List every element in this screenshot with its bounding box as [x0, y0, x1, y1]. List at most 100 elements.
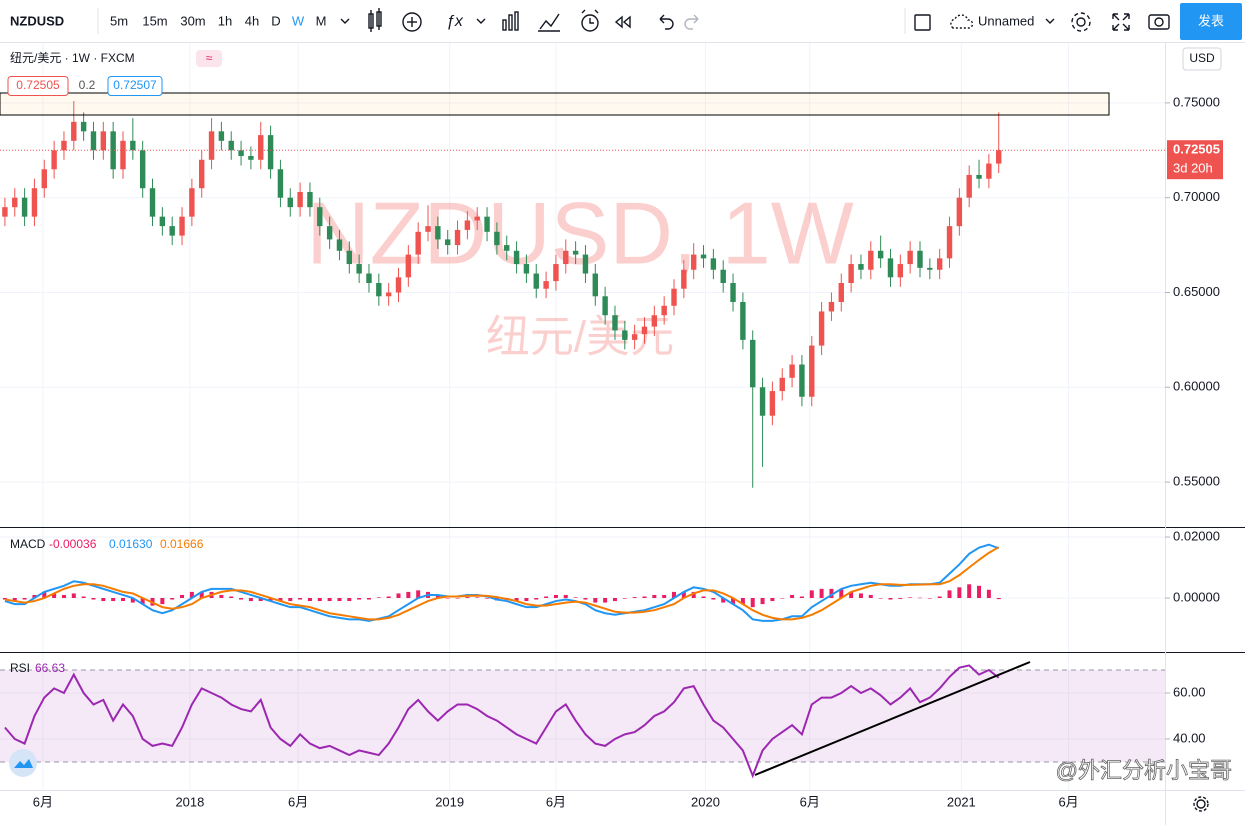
macd-histogram-bar [140, 598, 145, 605]
trend-line-drawing[interactable] [754, 661, 1031, 776]
layout-menu[interactable] [1045, 18, 1055, 24]
macd-histogram-bar [957, 587, 962, 599]
macd-histogram-bar [731, 598, 736, 605]
macd-histogram-bar [524, 598, 529, 602]
macd-histogram-bar [691, 591, 696, 599]
visibility-toggle-icon: ≈ [206, 51, 213, 65]
candle-body [71, 121, 77, 141]
redo-button[interactable] [684, 14, 699, 30]
publish-button[interactable] [1180, 3, 1242, 40]
candle-body [523, 264, 530, 274]
tv-logo[interactable] [9, 749, 37, 777]
layout-name[interactable]: Unnamed [978, 13, 1034, 28]
price-axis-label: 60.00 [1173, 684, 1206, 699]
macd-histogram-bar [573, 597, 578, 599]
fullscreen-button[interactable] [1112, 13, 1130, 31]
ask-box[interactable] [107, 76, 163, 96]
candle-body [710, 258, 717, 270]
templates-button[interactable] [502, 11, 519, 31]
publish-label[interactable]: 发表 [1198, 13, 1224, 28]
macd-histogram-bar [12, 598, 17, 602]
candle-body [730, 283, 736, 302]
macd-histogram-bar [130, 598, 135, 603]
alerts-chart-button[interactable] [538, 13, 560, 32]
candle-body [169, 226, 175, 236]
macd-histogram-bar [760, 598, 765, 605]
price-axis-label: 0.02000 [1173, 528, 1220, 543]
currency-box[interactable] [1182, 47, 1222, 71]
currency: USD [1189, 51, 1215, 65]
price-axis-label: 0.55000 [1173, 474, 1220, 489]
rectangle-drawing[interactable] [0, 92, 1110, 116]
macd-histogram-bar [977, 585, 982, 599]
interval-button[interactable]: D [271, 13, 280, 28]
time-axis-settings[interactable] [1193, 796, 1209, 812]
candle-body [199, 159, 205, 189]
candle-body [258, 135, 264, 160]
candle-body [474, 216, 480, 221]
plots [0, 101, 1165, 779]
undo-button[interactable] [659, 14, 674, 30]
rsi-band [0, 670, 1165, 762]
candle-body [641, 326, 648, 335]
candle-body [2, 207, 8, 217]
macd-histogram-bar [583, 598, 588, 600]
indicators-menu[interactable] [476, 18, 486, 24]
rsi-value: 66.63 [35, 661, 65, 675]
candle-body [366, 273, 372, 284]
last-price-label: 0.72505 [1173, 142, 1220, 157]
compare-button[interactable] [402, 12, 422, 32]
interval-button[interactable]: 1h [218, 13, 232, 28]
rsi-legend-name: RSI [10, 661, 30, 675]
candle-body [907, 250, 913, 265]
macd-histogram-bar [790, 594, 795, 599]
macd-histogram-bar [888, 598, 893, 600]
candle-body [277, 169, 284, 198]
candle-body [700, 254, 707, 259]
macd-histogram-bar [455, 598, 460, 599]
rsi-line [4, 664, 1000, 779]
candle-body [100, 131, 107, 151]
macd-histogram-bar [111, 598, 116, 602]
bid-box[interactable] [7, 76, 69, 96]
candle-body [307, 192, 313, 208]
description-watermark: 纽元/美元 [486, 313, 674, 362]
macd-histogram-bar [366, 598, 371, 600]
macd-histogram-bar [642, 596, 647, 599]
visibility-toggle[interactable] [196, 50, 222, 67]
macd-histogram-bar [357, 598, 362, 600]
interval-button[interactable]: 30m [180, 13, 205, 28]
fullscreen-layout-button[interactable] [914, 14, 931, 31]
candle-type-button[interactable] [368, 8, 382, 32]
symbol[interactable]: NZDUSD [10, 13, 64, 28]
interval-button[interactable]: 4h [245, 13, 259, 28]
time-axis-label: 2018 [175, 794, 204, 809]
candle-body [494, 231, 500, 246]
candle-body [41, 169, 47, 189]
candle-body [336, 239, 343, 251]
indicators-button[interactable]: ƒx [446, 13, 464, 30]
candle-body [454, 229, 461, 246]
macd-histogram-bar [534, 598, 539, 600]
macd-histogram-bar [101, 598, 106, 602]
candle-body [868, 250, 874, 270]
macd-histogram-bar [288, 598, 293, 602]
macd-histogram-bar [475, 597, 480, 599]
macd-histogram-bar [612, 598, 617, 602]
interval-button[interactable]: M [316, 13, 327, 28]
candle-body [435, 226, 441, 240]
interval-button[interactable]: 15m [142, 13, 167, 28]
settings-button[interactable] [1071, 12, 1091, 32]
candle-body [513, 250, 520, 265]
replay-button[interactable] [614, 15, 631, 29]
snapshot-button[interactable] [1148, 14, 1170, 30]
candle-body [818, 311, 825, 346]
macd-histogram-bar [42, 591, 47, 599]
interval-button[interactable]: W [292, 13, 305, 28]
macd-histogram-bar [622, 598, 627, 599]
candle-body [267, 135, 274, 170]
macd-histogram-bar [544, 596, 549, 599]
alert-button[interactable] [581, 9, 599, 32]
interval-button[interactable]: 5m [110, 13, 128, 28]
interval-menu[interactable] [340, 18, 350, 24]
